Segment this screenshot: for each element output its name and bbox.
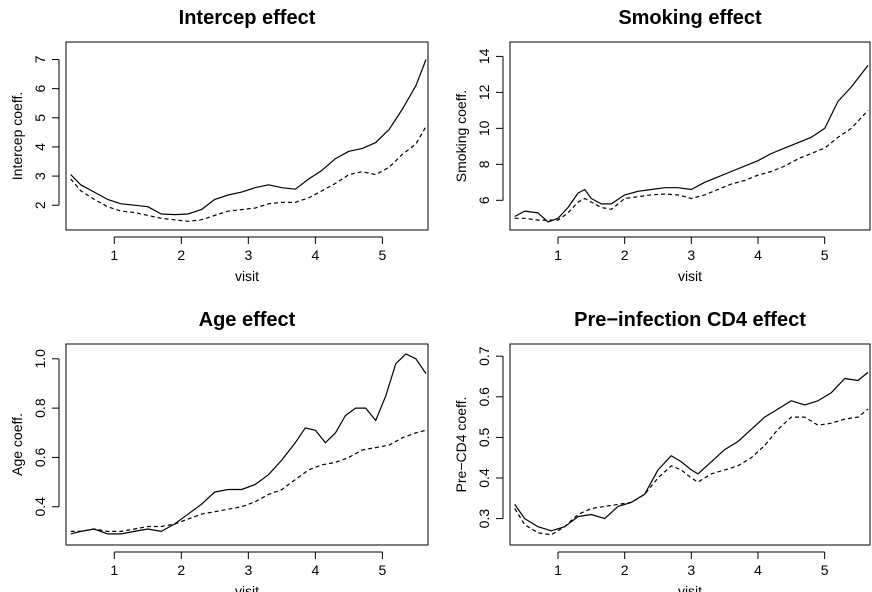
x-tick-label: 2 (621, 247, 629, 263)
x-axis-label: visit (678, 268, 702, 284)
plot-frame (509, 41, 871, 231)
y-tick-label: 0.4 (32, 497, 48, 517)
x-tick-label: 1 (554, 562, 562, 578)
y-tick-label: 4 (32, 143, 48, 151)
chart-panel-4: Pre−infection CD4 effect 1 2 3 4 5 0.3 0.4 0.5 0.… (453, 309, 871, 592)
series-line-dashed (70, 126, 427, 222)
y-tick-label: 0.6 (476, 387, 492, 407)
y-tick-label: 3 (32, 172, 48, 180)
y-tick-label: 10 (476, 120, 492, 136)
y-tick-label: 0.5 (476, 427, 492, 447)
y-tick-label: 0.6 (32, 448, 48, 468)
series-line-solid (70, 353, 427, 535)
x-tick-label: 4 (754, 247, 762, 263)
plot-frame (509, 343, 871, 546)
x-tick-label: 2 (177, 562, 185, 578)
series-line-dashed (514, 408, 869, 536)
y-axis-label: Intercep coeff. (9, 92, 25, 180)
x-tick-label: 4 (311, 562, 319, 578)
x-tick-label: 4 (754, 562, 762, 578)
y-axis-label: Age coeff. (9, 413, 25, 476)
chart-panel-1: Intercep effect 1 2 3 4 5 2 3 4 5 6 7 visit Intercep … (9, 7, 429, 284)
series-line-solid (514, 65, 869, 223)
x-tick-label: 3 (687, 562, 695, 578)
y-tick-label: 0.4 (476, 468, 492, 488)
x-tick-label: 1 (554, 247, 562, 263)
x-tick-label: 3 (687, 247, 695, 263)
y-tick-label: 6 (32, 85, 48, 93)
chart-title: Intercep effect (179, 7, 316, 29)
x-tick-label: 5 (821, 247, 829, 263)
series-line-dashed (70, 429, 427, 533)
y-tick-label: 0.7 (476, 346, 492, 366)
series-line-solid (514, 371, 869, 532)
y-tick-label: 14 (476, 48, 492, 64)
plot-frame (65, 343, 429, 546)
series-line-dashed (514, 109, 869, 221)
series-line-solid (70, 59, 427, 216)
x-tick-label: 1 (110, 562, 118, 578)
chart-title: Smoking effect (618, 7, 762, 29)
x-tick-label: 5 (821, 562, 829, 578)
y-tick-label: 0.8 (32, 398, 48, 418)
y-tick-label: 1.0 (32, 349, 48, 369)
x-tick-label: 4 (311, 247, 319, 263)
y-axis-label: Pre−CD4 coeff. (453, 397, 469, 493)
y-axis-label: Smoking coeff. (453, 90, 469, 182)
y-tick-label: 12 (476, 84, 492, 100)
chart-title: Age effect (199, 309, 296, 331)
y-tick-label: 6 (476, 196, 492, 204)
y-tick-label: 0.3 (476, 509, 492, 529)
x-tick-label: 1 (110, 247, 118, 263)
x-tick-label: 5 (379, 562, 387, 578)
x-tick-label: 3 (244, 247, 252, 263)
y-tick-label: 2 (32, 201, 48, 209)
x-axis-label: visit (235, 268, 259, 284)
x-tick-label: 2 (621, 562, 629, 578)
x-axis-label: visit (235, 583, 259, 592)
y-tick-label: 8 (476, 160, 492, 168)
chart-title: Pre−infection CD4 effect (574, 309, 806, 331)
x-tick-label: 2 (177, 247, 185, 263)
y-tick-label: 5 (32, 114, 48, 122)
x-axis-label: visit (678, 583, 702, 592)
x-tick-label: 3 (244, 562, 252, 578)
x-tick-label: 5 (379, 247, 387, 263)
y-tick-label: 7 (32, 55, 48, 63)
plot-frame (65, 41, 429, 231)
chart-panel-3: Age effect 1 2 3 4 5 0.4 0.6 0.8 1.0 visit Age coef… (9, 309, 429, 592)
